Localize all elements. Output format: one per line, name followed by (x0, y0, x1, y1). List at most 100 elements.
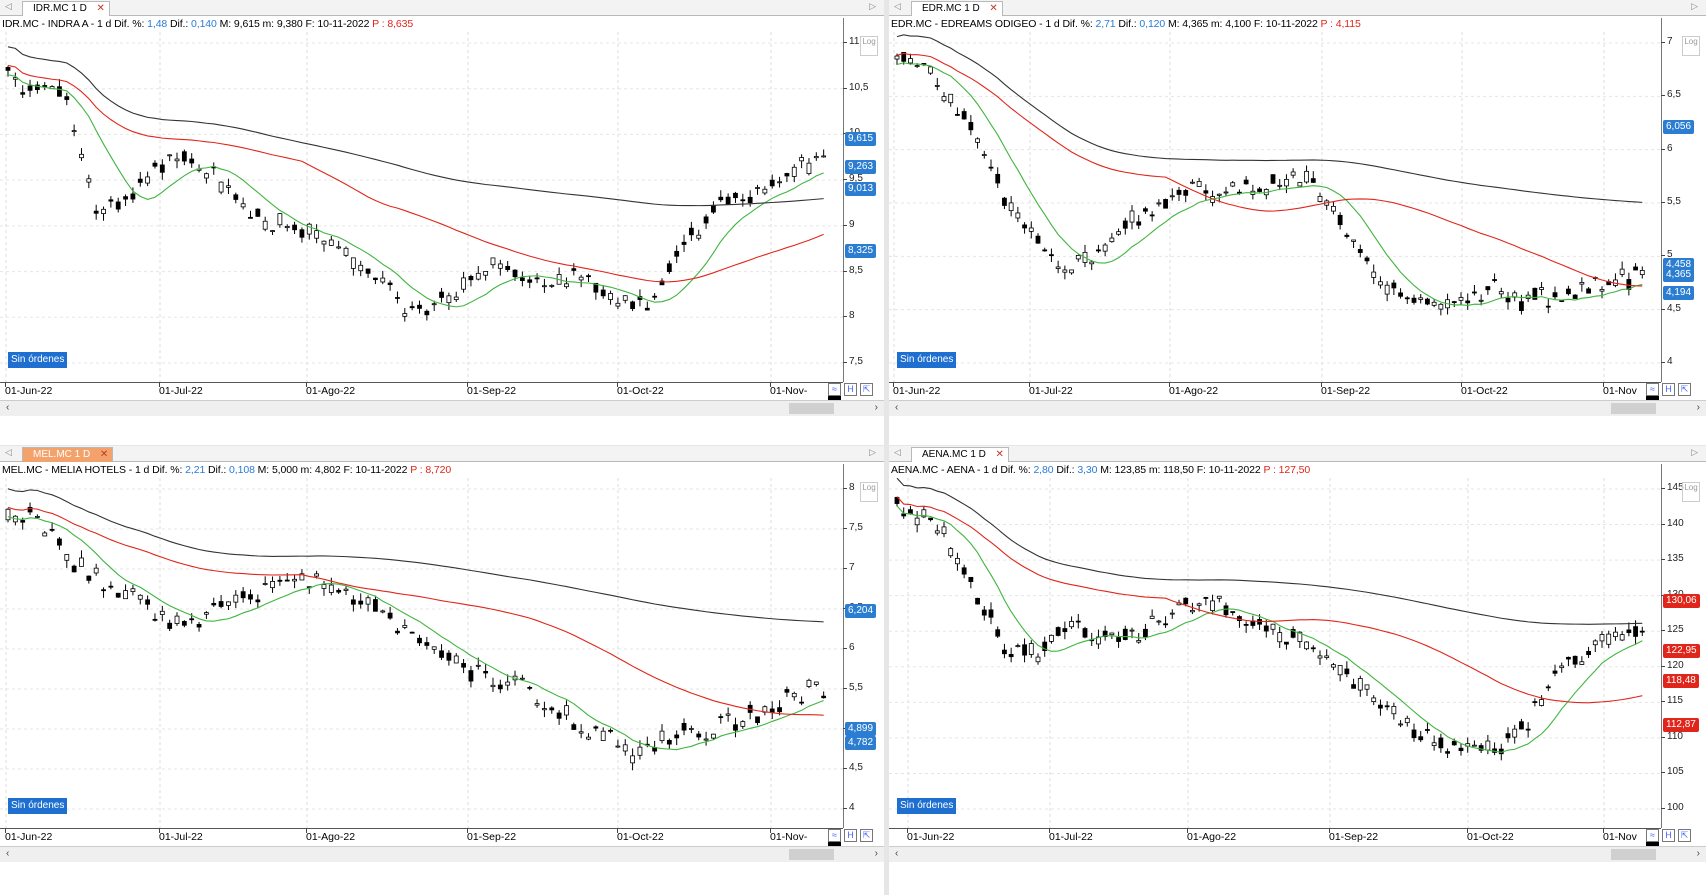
scroll-right-icon[interactable]: › (874, 848, 878, 859)
scroll-right-icon[interactable]: › (874, 402, 878, 413)
close-tab-icon[interactable]: ✕ (96, 3, 105, 14)
tab-scroll-right-icon[interactable]: ▷ (869, 1, 876, 11)
price-chart[interactable] (0, 478, 843, 828)
candle (1404, 297, 1410, 300)
candle (497, 263, 503, 269)
scroll-left-icon[interactable]: ‹ (6, 402, 10, 413)
log-scale-toggle[interactable]: Log (860, 36, 878, 56)
candle (784, 173, 790, 177)
orders-status[interactable]: Sin órdenes (8, 352, 68, 368)
candle (549, 284, 555, 287)
candle (380, 277, 386, 283)
orders-status[interactable]: Sin órdenes (897, 798, 957, 814)
candle (674, 734, 680, 739)
candle (1257, 188, 1262, 192)
candle (733, 724, 738, 731)
save-icon[interactable]: H (1662, 829, 1675, 842)
save-icon[interactable]: H (844, 383, 857, 396)
candle (189, 618, 195, 621)
save-icon[interactable]: H (1662, 383, 1675, 396)
time-axis[interactable]: 01-Jun-22 01-Jul-22 01-Ago-22 01-Sep-22 01-O… (889, 382, 1661, 400)
scroll-left-icon[interactable]: ‹ (895, 848, 899, 859)
chart-panel[interactable]: ◁ IDR.MC 1 D ✕ ▷ IDR.MC - INDRA A - 1 d … (0, 0, 884, 445)
candle (336, 589, 342, 593)
detach-icon[interactable]: ⇱ (860, 829, 873, 842)
tab-scroll-left-icon[interactable]: ◁ (5, 447, 12, 457)
price-tick-label: 7 (843, 562, 855, 573)
time-axis[interactable]: 01-Jun-22 01-Jul-22 01-Ago-22 01-Sep-22 01-O… (889, 828, 1661, 846)
indicator-icon[interactable]: ≈ (828, 829, 841, 842)
scroll-thumb[interactable] (789, 403, 834, 414)
tab-scroll-left-icon[interactable]: ◁ (894, 447, 901, 457)
candle (115, 201, 121, 210)
price-axis[interactable]: 145140135130125120115110105100130,06122,… (1661, 478, 1705, 828)
tab-scroll-right-icon[interactable]: ▷ (869, 447, 876, 457)
indicator-icon[interactable]: ≈ (1646, 829, 1659, 842)
tab-scroll-right-icon[interactable]: ▷ (1691, 447, 1698, 457)
candle (343, 588, 349, 591)
vertical-splitter[interactable] (884, 0, 889, 895)
chart-tab[interactable]: AENA.MC 1 D ✕ (911, 447, 1009, 462)
chart-panel[interactable]: ◁ MEL.MC 1 D ✕ ▷ MEL.MC - MELIA HOTELS -… (0, 446, 884, 891)
candle (703, 216, 709, 224)
date-tick-label: 01-Ago-22 (306, 382, 356, 397)
candle (34, 84, 40, 90)
save-icon[interactable]: H (844, 829, 857, 842)
detach-icon[interactable]: ⇱ (860, 383, 873, 396)
orders-status[interactable]: Sin órdenes (8, 798, 68, 814)
scroll-left-icon[interactable]: ‹ (6, 848, 10, 859)
candle (270, 230, 275, 233)
time-scrollbar[interactable]: ‹ › (889, 846, 1706, 862)
tab-scroll-left-icon[interactable]: ◁ (5, 1, 12, 11)
candle (1042, 249, 1048, 252)
close-tab-icon[interactable]: ✕ (99, 449, 109, 460)
chart-panel[interactable]: ◁ AENA.MC 1 D ✕ ▷ AENA.MC - AENA - 1 d D… (889, 446, 1706, 891)
indicator-icon[interactable]: ≈ (828, 383, 841, 396)
dif-pct-label: Dif. %: (152, 464, 183, 476)
tab-scroll-left-icon[interactable]: ◁ (894, 1, 901, 11)
indicator-icon[interactable]: ≈ (1646, 383, 1659, 396)
low-value: 4,100 (1225, 18, 1251, 30)
candle (5, 67, 11, 71)
scroll-left-icon[interactable]: ‹ (895, 402, 899, 413)
candle (941, 526, 947, 535)
scroll-right-icon[interactable]: › (1696, 402, 1700, 413)
time-axis[interactable]: 01-Jun-22 01-Jul-22 01-Ago-22 01-Sep-22 01-O… (0, 828, 843, 846)
price-tick-label: 6 (1661, 142, 1673, 154)
detach-icon[interactable]: ⇱ (1678, 829, 1691, 842)
tab-scroll-right-icon[interactable]: ▷ (1691, 1, 1698, 11)
chart-tab[interactable]: EDR.MC 1 D ✕ (911, 1, 1003, 16)
price-chart[interactable] (889, 32, 1661, 382)
log-label: Log (862, 483, 876, 492)
chart-panel[interactable]: ◁ EDR.MC 1 D ✕ ▷ EDR.MC - EDREAMS ODIGEO… (889, 0, 1706, 445)
detach-icon[interactable]: ⇱ (1678, 383, 1691, 396)
scroll-thumb[interactable] (789, 849, 834, 860)
candle (1109, 237, 1115, 243)
time-scrollbar[interactable]: ‹ › (0, 400, 884, 416)
date-tick-label: 01-Ago-22 (1187, 828, 1237, 843)
time-scrollbar[interactable]: ‹ › (889, 400, 1706, 416)
scroll-thumb[interactable] (1611, 849, 1656, 860)
candle (299, 573, 305, 581)
price-axis[interactable]: 7 6,5 6 5,5 5 4,5 4 6,056 4,458 4,365 4,194 (1661, 32, 1705, 382)
chart-tab[interactable]: IDR.MC 1 D ✕ (22, 1, 110, 16)
scroll-right-icon[interactable]: › (1696, 848, 1700, 859)
time-scrollbar[interactable]: ‹ › (0, 846, 884, 862)
time-axis[interactable]: 01-Jun-22 01-Jul-22 01-Ago-22 01-Sep-22 01-O… (0, 382, 843, 400)
close-tab-icon[interactable]: ✕ (995, 449, 1004, 460)
chart-tab[interactable]: MEL.MC 1 D ✕ (22, 447, 114, 462)
candle (1015, 212, 1021, 219)
low-label: m: (1148, 464, 1161, 476)
close-tab-icon[interactable]: ✕ (989, 3, 998, 14)
log-scale-toggle[interactable]: Log (860, 482, 878, 502)
log-scale-toggle[interactable]: Log (1682, 36, 1700, 56)
price-chart[interactable] (0, 32, 843, 382)
candle (600, 730, 606, 741)
scroll-thumb[interactable] (1611, 403, 1656, 414)
orders-status[interactable]: Sin órdenes (897, 352, 957, 368)
log-scale-toggle[interactable]: Log (1682, 482, 1700, 502)
price-chart[interactable] (889, 478, 1661, 828)
candle (1035, 235, 1041, 244)
